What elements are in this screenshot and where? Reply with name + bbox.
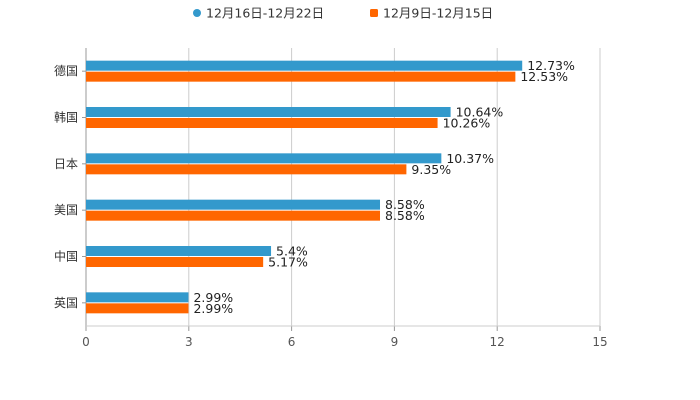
bar-series-2 [86, 303, 189, 314]
bar-series-2 [86, 257, 264, 267]
data-labels: 12.73%12.53% 10.64%10.26% 10.37%9.35% 8.58%… [193, 58, 575, 316]
bar-series-2 [86, 210, 381, 221]
legend-marker-circle [193, 9, 201, 17]
data-label: 9.35% [411, 162, 451, 177]
data-label: 12.53% [520, 69, 568, 84]
x-tick-label: 3 [185, 335, 193, 349]
category-label: 中国 [54, 249, 78, 264]
bar-series-1 [86, 199, 381, 210]
data-label: 10.37% [446, 151, 494, 166]
legend-label: 12月16日-12月22日 [206, 6, 324, 21]
data-label: 2.99% [193, 290, 233, 305]
data-label: 10.26% [443, 116, 491, 131]
bar-series-2 [86, 164, 407, 175]
legend-marker-square [370, 9, 378, 17]
bars [86, 60, 523, 314]
bar-series-1 [86, 246, 272, 256]
data-label: 8.58% [385, 208, 425, 223]
bar-series-1 [86, 153, 442, 164]
legend: 12月16日-12月22日 12月9日-12月15日 [193, 6, 493, 21]
x-tick-label: 12 [490, 335, 505, 349]
data-label: 10.64% [456, 105, 504, 120]
bar-series-2 [86, 71, 516, 82]
x-tick-label: 6 [288, 335, 296, 349]
data-label: 12.73% [527, 58, 575, 73]
category-label: 美国 [54, 203, 78, 217]
data-label: 5.4% [276, 244, 308, 259]
x-tick-label: 0 [82, 335, 90, 349]
x-tick-label: 15 [592, 335, 607, 349]
grid [188, 48, 601, 326]
x-tick-label: 9 [391, 335, 399, 349]
category-label: 德国 [54, 63, 78, 78]
category-label: 日本 [54, 157, 78, 171]
data-label: 2.99% [193, 301, 233, 316]
category-label: 英国 [54, 296, 78, 310]
data-label: 5.17% [268, 255, 308, 270]
bar-series-1 [86, 60, 523, 71]
legend-label: 12月9日-12月15日 [383, 6, 493, 21]
data-label: 8.58% [385, 197, 425, 212]
category-label: 韩国 [54, 110, 78, 125]
bar-series-2 [86, 118, 438, 128]
bar-series-1 [86, 292, 189, 303]
bar-series-1 [86, 107, 451, 117]
